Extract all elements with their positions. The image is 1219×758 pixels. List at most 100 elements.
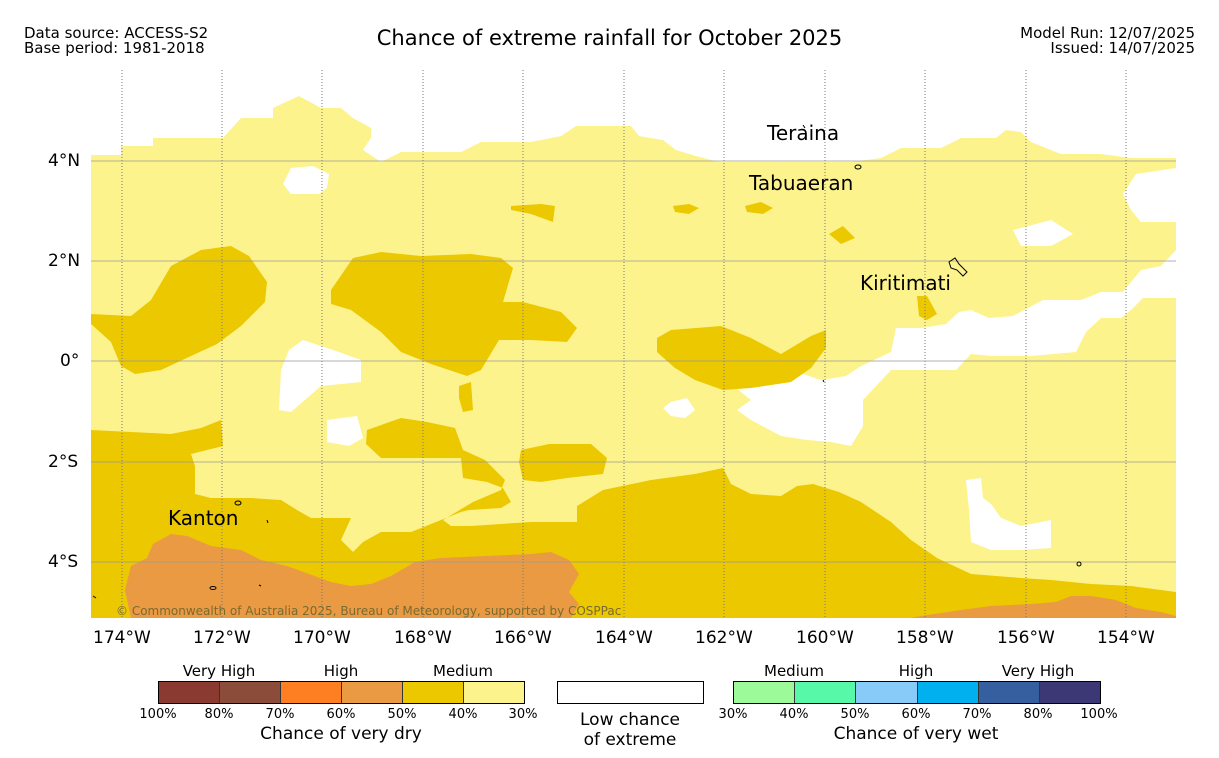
dry-colorbar-segment	[281, 682, 342, 703]
teraina-island	[802, 124, 806, 129]
kanton-island	[234, 500, 242, 506]
dry-tick-60: 60%	[326, 707, 356, 722]
wet-tick-80: 80%	[1023, 707, 1053, 722]
dry-tick-50: 50%	[387, 707, 417, 722]
wet-colorbar-segment	[734, 682, 796, 703]
dry-tick-70: 70%	[265, 707, 295, 722]
islet-1	[266, 519, 269, 524]
region-medium-light	[91, 96, 1176, 618]
tabuaeran-island	[854, 164, 862, 170]
dry-colorbar	[158, 681, 525, 704]
dry-colorbar-segment	[220, 682, 281, 703]
dry-category-medium: Medium	[433, 662, 493, 680]
issued-label: Issued: 14/07/2025	[1050, 39, 1195, 57]
wet-colorbar-segment	[978, 682, 1040, 703]
lon-tick-164w: 164°W	[595, 628, 653, 648]
lon-tick-158w: 158°W	[896, 628, 954, 648]
wet-tick-30: 30%	[718, 707, 748, 722]
lon-tick-172w: 172°W	[193, 628, 251, 648]
region-medium-dark-9	[917, 296, 937, 320]
region-low-3	[1013, 220, 1073, 246]
dry-colorbar-segment	[342, 682, 403, 703]
dry-tick-80: 80%	[204, 707, 234, 722]
region-medium-dark-2	[331, 252, 577, 376]
model-run-label: Model Run: 12/07/2025	[1020, 24, 1195, 42]
lon-gridlines	[121, 70, 1127, 618]
lon-tick-166w: 166°W	[494, 628, 552, 648]
dry-colorbar-segment	[403, 682, 464, 703]
dry-tick-100: 100%	[139, 707, 177, 722]
lat-tick-4n: 4°N	[48, 151, 81, 171]
data-source-label: Data source: ACCESS-S2	[24, 24, 209, 42]
islet-4	[1076, 561, 1082, 567]
copyright-notice: © Commonwealth of Australia 2025, Bureau…	[116, 604, 621, 618]
map-title: Chance of extreme rainfall for October 2…	[376, 26, 843, 50]
islet-5	[92, 595, 97, 599]
dry-caption: Chance of very dry	[260, 724, 422, 744]
lat-tick-4s: 4°S	[48, 552, 79, 572]
region-low-8	[966, 478, 1051, 550]
region-low-1	[283, 166, 329, 194]
islet-2	[209, 586, 217, 590]
low-chance-line1: Low chance	[580, 710, 680, 730]
wet-colorbar-segment	[856, 682, 918, 703]
wet-tick-50: 50%	[840, 707, 870, 722]
lon-tick-168w: 168°W	[394, 628, 452, 648]
lon-tick-162w: 162°W	[695, 628, 753, 648]
region-medium-dark-8	[829, 226, 855, 244]
region-high-1	[125, 534, 579, 618]
low-chance-line2: of extreme	[583, 730, 677, 750]
wet-colorbar-segment	[795, 682, 857, 703]
lon-tick-154w: 154°W	[1097, 628, 1155, 648]
rainfall-map: Teraina Tabuaeran Kiritimati Kanton © Co…	[91, 70, 1176, 618]
dry-tick-30: 30%	[508, 707, 538, 722]
wet-caption: Chance of very wet	[833, 724, 999, 744]
lat-tick-0: 0°	[60, 351, 80, 371]
region-medium-dark-5	[511, 204, 555, 222]
label-teraina: Teraina	[766, 121, 839, 145]
lon-tick-160w: 160°W	[796, 628, 854, 648]
wet-tick-100: 100%	[1080, 707, 1118, 722]
region-low-4	[731, 250, 1176, 446]
base-period-label: Base period: 1981-2018	[24, 39, 205, 57]
wet-colorbar-segment	[1039, 682, 1101, 703]
dry-colorbar-segment	[159, 682, 220, 703]
lon-tick-174w: 174°W	[93, 628, 151, 648]
region-medium-dark-3	[459, 382, 473, 412]
lat-tick-2n: 2°N	[48, 251, 81, 271]
region-low-5	[279, 340, 361, 412]
region-low-7	[663, 398, 695, 418]
region-medium-dark-11	[91, 418, 1176, 618]
low-chance-label: Low chance of extreme	[580, 710, 680, 750]
islet-3	[258, 584, 262, 587]
wet-category-very-high: Very High	[1001, 662, 1075, 680]
low-chance-swatch	[557, 681, 704, 704]
region-low-6	[327, 416, 363, 446]
wet-tick-60: 60%	[901, 707, 931, 722]
wet-tick-40: 40%	[779, 707, 809, 722]
wet-category-high: High	[898, 662, 934, 680]
wet-colorbar-segment	[917, 682, 979, 703]
islet-6	[822, 379, 825, 383]
region-medium-dark-4	[657, 326, 826, 390]
label-tabuaeran: Tabuaeran	[748, 171, 853, 195]
label-kiritimati: Kiritimati	[860, 271, 951, 295]
wet-colorbar	[733, 681, 1101, 704]
dry-tick-40: 40%	[448, 707, 478, 722]
wet-category-medium: Medium	[764, 662, 824, 680]
region-medium-dark-7	[745, 202, 773, 214]
kiritimati-island	[948, 257, 968, 277]
region-medium-dark-1	[91, 246, 267, 374]
region-medium-dark-10	[519, 444, 607, 482]
lon-tick-156w: 156°W	[997, 628, 1055, 648]
dry-category-very-high: Very High	[182, 662, 256, 680]
lat-tick-2s: 2°S	[48, 452, 79, 472]
dry-category-high: High	[323, 662, 359, 680]
region-high-2	[911, 596, 1176, 618]
region-medium-dark-6	[673, 204, 699, 214]
label-kanton: Kanton	[168, 506, 238, 530]
lon-tick-170w: 170°W	[293, 628, 351, 648]
dry-colorbar-segment	[464, 682, 524, 703]
island-outlines	[92, 124, 1082, 599]
lat-gridlines	[91, 160, 1176, 563]
